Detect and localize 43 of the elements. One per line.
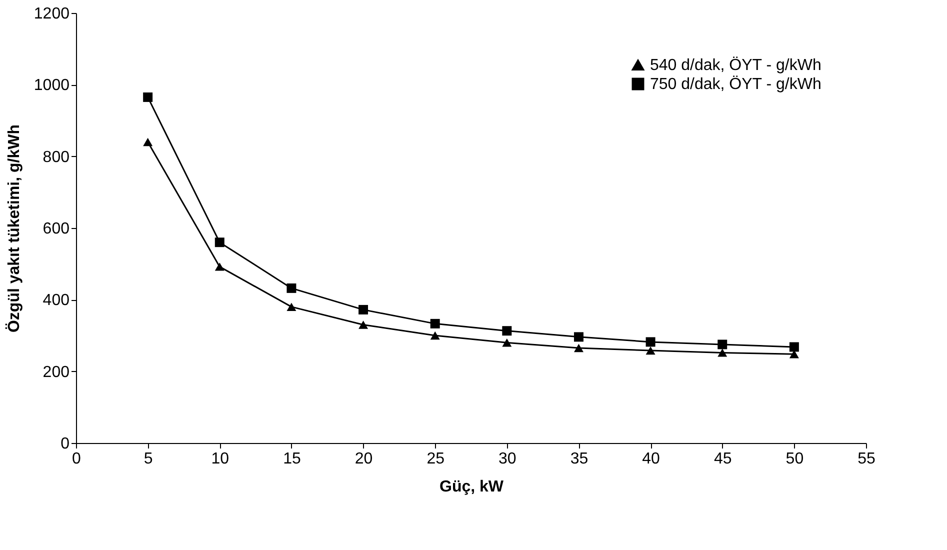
point (143, 138, 153, 146)
legend-label: 750 d/dak, ÖYT - g/kWh (650, 75, 822, 93)
point (789, 350, 799, 358)
point (718, 348, 728, 357)
y-axis-title: Özgül yakıt tüketimi, g/kWh (4, 124, 23, 333)
x-tick-label: 50 (786, 450, 804, 468)
x-tick-label: 45 (714, 450, 732, 468)
point (646, 337, 656, 347)
point (574, 344, 584, 352)
x-tick-label: 5 (144, 450, 153, 468)
y-tick-label: 200 (42, 364, 70, 381)
x-axis-title: Güç, kW (439, 478, 504, 496)
point (430, 331, 440, 340)
x-tick-label: 15 (283, 450, 301, 468)
x-tick-label: 40 (642, 450, 660, 468)
point (214, 262, 224, 271)
point (143, 92, 153, 102)
point (574, 332, 584, 342)
x-tick-label: 10 (211, 450, 230, 468)
x-tick-label: 35 (570, 450, 588, 468)
x-tick-label: 25 (426, 450, 445, 468)
point (430, 318, 440, 328)
x-tick-label: 55 (858, 450, 876, 468)
y-tick-label: 800 (42, 148, 70, 166)
x-tick-label: 0 (72, 450, 82, 468)
point (358, 320, 368, 329)
y-tick-label: 1000 (34, 77, 70, 94)
y-tick-label: 600 (42, 220, 70, 238)
x-tick-label: 30 (498, 450, 516, 468)
legend-label: 540 d/dak, ÖYT - g/kWh (650, 56, 822, 74)
x-tick-label: 20 (354, 450, 373, 468)
point (502, 326, 512, 336)
point (502, 338, 512, 347)
y-tick-label: 1200 (34, 6, 70, 22)
point (789, 342, 799, 352)
point (358, 304, 368, 314)
point (214, 238, 224, 248)
point (646, 346, 656, 355)
y-tick-label: 0 (60, 436, 70, 452)
y-tick-label: 400 (42, 292, 70, 310)
point (286, 302, 296, 311)
point (718, 340, 728, 350)
point (286, 283, 296, 293)
